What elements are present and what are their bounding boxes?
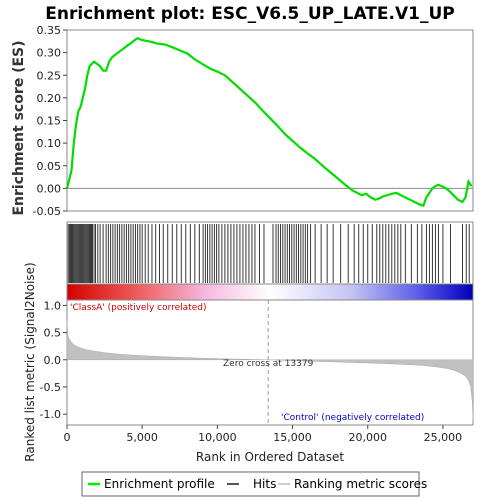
x-tick-label: 5,000 xyxy=(126,431,158,444)
es-y-tick-label: -0.05 xyxy=(33,205,61,218)
x-tick-label: 25,000 xyxy=(424,431,463,444)
rank-x-axis-ticks: 0 5,000 10,000 15,000 20,000 25,000 xyxy=(64,425,463,444)
x-tick-label: 10,000 xyxy=(198,431,237,444)
x-tick-label: 15,000 xyxy=(273,431,312,444)
es-y-tick-label: 0.00 xyxy=(37,182,62,195)
rank-y-axis-ticks: 1.0 0.5 0.0 -0.5 -1.0 xyxy=(40,299,67,421)
rank-y-tick-label: 0.5 xyxy=(44,327,62,340)
es-y-tick-label: 0.35 xyxy=(37,24,62,37)
legend-label-hits: Hits xyxy=(253,477,276,491)
es-y-tick-label: 0.15 xyxy=(37,115,62,128)
rank-color-bar xyxy=(66,283,474,301)
es-y-tick-label: 0.20 xyxy=(37,92,62,105)
positive-class-label: 'ClassA' (positively correlated) xyxy=(70,303,207,313)
rank-y-axis-label: Ranked list metric (Signal2Noise) xyxy=(23,262,37,461)
x-tick-label: 0 xyxy=(64,431,71,444)
x-tick-label: 20,000 xyxy=(348,431,387,444)
legend-label-ranking: Ranking metric scores xyxy=(294,477,427,491)
color-bar-rect xyxy=(66,283,474,301)
es-panel-frame xyxy=(66,29,474,212)
zero-cross-label: Zero cross at 13379 xyxy=(223,359,314,369)
es-y-axis-ticks: -0.05 0.00 0.05 0.10 0.15 0.20 0.25 0.30 0.35 xyxy=(33,24,67,218)
ranking-metric-area xyxy=(66,320,474,421)
chart-title: Enrichment plot: ESC_V6.5_UP_LATE.V1_UP xyxy=(45,4,454,24)
hits-panel xyxy=(66,221,474,285)
legend: Enrichment profile Hits Ranking metric s… xyxy=(81,471,427,497)
rank-y-tick-label: -0.5 xyxy=(40,381,61,394)
es-panel: -0.05 0.00 0.05 0.10 0.15 0.20 0.25 0.30 0.35 En… xyxy=(11,24,474,218)
x-axis-label: Rank in Ordered Dataset xyxy=(196,450,344,464)
hit-marks xyxy=(67,224,470,283)
es-y-tick-label: 0.25 xyxy=(37,69,62,82)
rank-y-tick-label: 1.0 xyxy=(44,299,62,312)
negative-class-label: 'Control' (negatively correlated) xyxy=(281,413,424,423)
rank-panel: 1.0 0.5 0.0 -0.5 -1.0 0 5,000 10,000 15,000 20,0… xyxy=(23,262,474,464)
es-y-tick-label: 0.10 xyxy=(37,137,62,150)
es-y-tick-label: 0.05 xyxy=(37,160,62,173)
enrichment-profile-line xyxy=(65,36,473,207)
hits-panel-frame xyxy=(66,221,474,285)
legend-box xyxy=(81,471,420,497)
es-y-axis-label: Enrichment score (ES) xyxy=(11,40,27,215)
rank-y-tick-label: 0.0 xyxy=(44,354,62,367)
legend-label-enrichment: Enrichment profile xyxy=(104,477,215,491)
rank-y-tick-label: -1.0 xyxy=(40,408,61,421)
es-y-tick-label: 0.30 xyxy=(37,47,62,60)
